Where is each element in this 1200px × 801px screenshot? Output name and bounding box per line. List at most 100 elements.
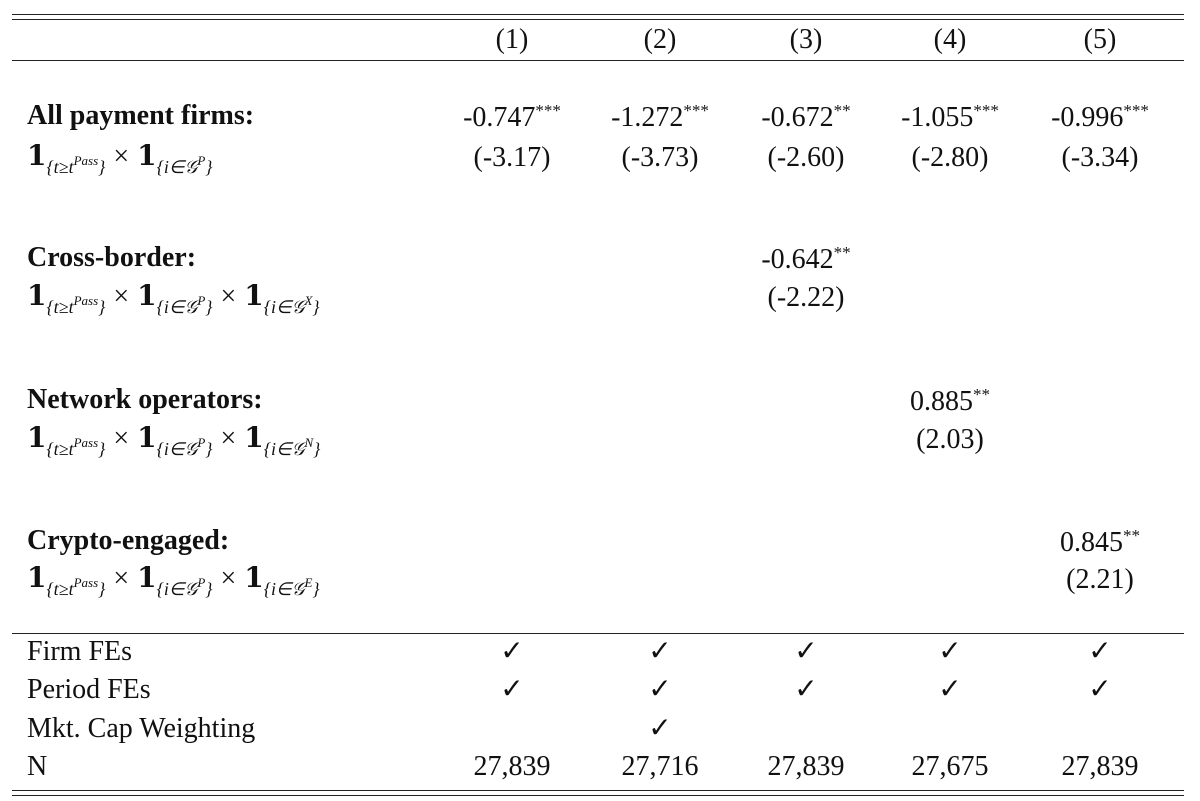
cell: ✓ <box>500 674 524 705</box>
coefficient: 0.845** <box>1060 527 1140 557</box>
superscript: Pass <box>73 575 99 590</box>
subscript: {t≥tPass} <box>46 294 105 317</box>
indicator: 1 <box>27 561 47 594</box>
t-stat: (-3.17) <box>473 142 551 173</box>
indicator: 1 <box>244 279 264 312</box>
indicator: 1 <box>137 561 157 594</box>
subscript-text: } <box>98 579 106 599</box>
t-stat: (-3.73) <box>621 142 699 173</box>
cell: 27,839 <box>1061 751 1139 782</box>
operator: × <box>113 563 130 594</box>
subscript-text: } <box>312 297 320 317</box>
subscript-text: } <box>312 579 320 599</box>
superscript: P <box>197 293 206 308</box>
operator: × <box>220 423 237 454</box>
subscript: {i∈𝒢X} <box>263 294 320 317</box>
coefficient: -0.642** <box>761 244 850 274</box>
row-label: N <box>27 751 48 782</box>
subscript: {i∈𝒢P} <box>156 154 213 177</box>
formula: 1{t≥tPass} × 1{i∈𝒢P} <box>27 139 213 177</box>
subscript-text: } <box>205 439 213 459</box>
subscript: {i∈𝒢P} <box>157 576 213 599</box>
significance: ** <box>833 243 851 262</box>
column-header: (1) <box>495 24 529 55</box>
subscript-text: {t≥t <box>46 297 74 317</box>
cell: ✓ <box>794 636 818 667</box>
subscript-text: } <box>205 157 213 177</box>
subscript: {t≥tPass} <box>46 436 106 459</box>
coef-value: 0.845 <box>1060 527 1123 558</box>
operator: × <box>113 423 130 454</box>
row-label: Crypto-engaged: <box>27 525 230 556</box>
superscript: P <box>197 435 206 450</box>
t-stat: (-3.34) <box>1061 142 1139 173</box>
row-label: Mkt. Cap Weighting <box>27 713 256 744</box>
column-header: (2) <box>643 24 677 55</box>
subscript: {i∈𝒢P} <box>157 436 213 459</box>
formula: 1{t≥tPass} × 1{i∈𝒢P} × 1{i∈𝒢X} <box>27 279 320 317</box>
formula: 1{t≥tPass} × 1{i∈𝒢P} × 1{i∈𝒢N} <box>27 423 321 459</box>
indicator: 1 <box>137 279 157 312</box>
cell: 27,839 <box>473 751 551 782</box>
formula: 1{t≥tPass} × 1{i∈𝒢P} × 1{i∈𝒢E} <box>27 561 320 599</box>
subscript-text: {i∈𝒢 <box>263 297 305 317</box>
coefficient: -0.996*** <box>1051 102 1149 132</box>
cell: ✓ <box>1088 636 1112 667</box>
column-header: (5) <box>1083 24 1117 55</box>
superscript: E <box>304 575 313 590</box>
subscript: {t≥tPass} <box>46 154 106 177</box>
coef-value: -1.272 <box>611 102 684 133</box>
operator: × <box>113 281 130 312</box>
indicator: 1 <box>137 139 157 172</box>
subscript-text: } <box>98 439 106 459</box>
coef-value: -0.747 <box>463 102 536 133</box>
t-stat: (-2.22) <box>767 282 845 313</box>
top-rule <box>12 19 1184 20</box>
t-stat: (-2.60) <box>767 142 845 173</box>
coefficient: -0.747*** <box>463 102 561 132</box>
indicator: 1 <box>27 139 47 172</box>
significance: *** <box>683 101 709 120</box>
superscript: P <box>197 575 206 590</box>
significance: *** <box>973 101 999 120</box>
column-header: (4) <box>933 24 967 55</box>
cell: ✓ <box>648 636 672 667</box>
row-label: Firm FEs <box>27 636 133 667</box>
subscript-text: {i∈𝒢 <box>156 157 198 177</box>
subscript-text: {t≥t <box>46 157 74 177</box>
header-rule <box>12 60 1184 61</box>
subscript-text: {t≥t <box>46 579 74 599</box>
superscript: N <box>304 435 314 450</box>
indicator: 1 <box>244 561 264 594</box>
column-header: (3) <box>789 24 823 55</box>
operator: × <box>220 563 237 594</box>
t-stat: (-2.80) <box>911 142 989 173</box>
bottom-rule <box>12 790 1184 791</box>
subscript-text: {i∈𝒢 <box>263 579 305 599</box>
significance: ** <box>833 101 851 120</box>
cell: 27,839 <box>767 751 845 782</box>
operator: × <box>113 141 130 172</box>
footer-rule <box>12 633 1184 634</box>
cell: ✓ <box>938 636 962 667</box>
subscript: {t≥tPass} <box>46 576 106 599</box>
superscript: X <box>304 293 313 308</box>
superscript: Pass <box>73 153 99 168</box>
coef-value: -0.642 <box>761 244 834 275</box>
row-label: All payment firms: <box>27 100 255 131</box>
subscript-text: {i∈𝒢 <box>156 297 198 317</box>
cell: 27,716 <box>621 751 699 782</box>
subscript-text: } <box>98 157 106 177</box>
row-label: Network operators: <box>27 384 263 415</box>
superscript: Pass <box>73 293 99 308</box>
significance: *** <box>535 101 561 120</box>
top-rule <box>12 14 1184 15</box>
subscript-text: } <box>205 297 213 317</box>
significance: ** <box>1123 526 1140 545</box>
cell: ✓ <box>938 674 962 705</box>
superscript: Pass <box>73 435 99 450</box>
subscript-text: } <box>313 439 321 459</box>
row-label: Cross-border: <box>27 242 197 273</box>
coef-value: -0.672 <box>761 102 834 133</box>
